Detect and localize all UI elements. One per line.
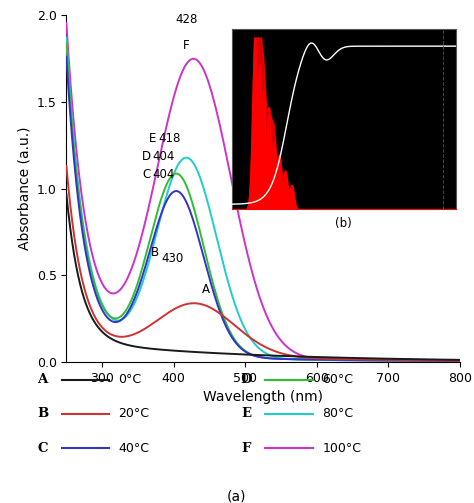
Text: 100°C: 100°C bbox=[322, 442, 361, 455]
Text: 20°C: 20°C bbox=[118, 407, 149, 421]
Text: 404: 404 bbox=[152, 150, 174, 163]
Text: A: A bbox=[202, 283, 210, 296]
Text: (a): (a) bbox=[227, 489, 247, 503]
Text: 404: 404 bbox=[152, 168, 174, 181]
Text: F: F bbox=[183, 39, 190, 52]
Text: 60°C: 60°C bbox=[322, 373, 353, 386]
Text: C: C bbox=[143, 168, 151, 181]
Text: D: D bbox=[241, 373, 252, 386]
Text: C: C bbox=[37, 442, 48, 455]
Y-axis label: Absorbance (a.u.): Absorbance (a.u.) bbox=[17, 127, 31, 250]
Text: F: F bbox=[242, 442, 251, 455]
Text: 0°C: 0°C bbox=[118, 373, 142, 386]
Text: 80°C: 80°C bbox=[322, 407, 354, 421]
X-axis label: Wavelength (nm): Wavelength (nm) bbox=[203, 390, 323, 404]
Text: 40°C: 40°C bbox=[118, 442, 149, 455]
Text: D: D bbox=[142, 150, 151, 163]
Text: B: B bbox=[151, 246, 159, 260]
Text: 418: 418 bbox=[158, 132, 180, 145]
Text: B: B bbox=[37, 407, 48, 421]
Text: E: E bbox=[241, 407, 252, 421]
Text: A: A bbox=[37, 373, 48, 386]
Text: E: E bbox=[148, 132, 156, 145]
Text: 430: 430 bbox=[162, 252, 184, 265]
Text: 428: 428 bbox=[175, 13, 198, 26]
